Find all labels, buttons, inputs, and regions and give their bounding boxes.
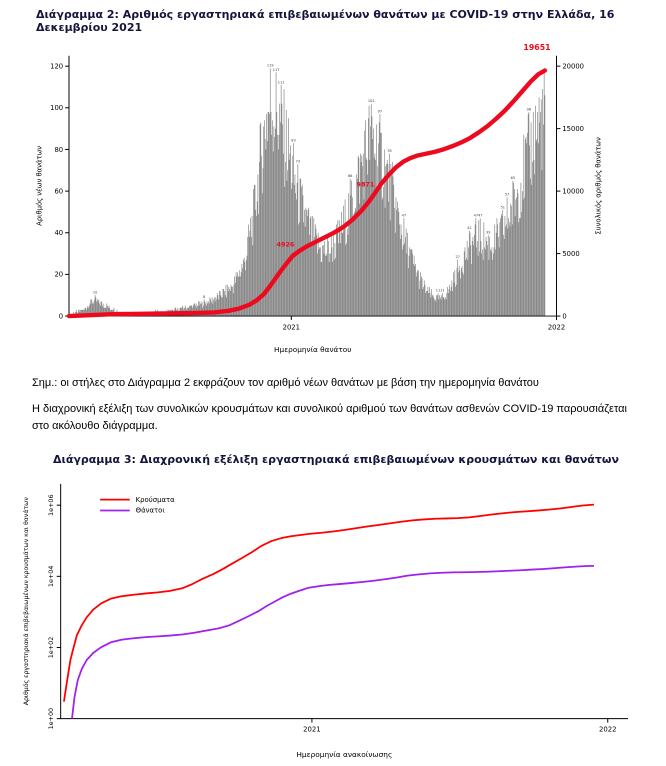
svg-text:78: 78 <box>387 149 391 153</box>
svg-text:102: 102 <box>368 99 375 103</box>
cumulative-deaths-line <box>66 68 548 319</box>
d3-tick-labels: 1e+00 1e+02 1e+04 1e+06 2021 2022 <box>47 494 617 733</box>
annotation-9871: 9871 <box>357 181 375 188</box>
d2-ylabel-right: Συνολικός αριθμός θανάτων <box>594 137 602 235</box>
svg-text:41: 41 <box>467 226 471 230</box>
svg-text:83: 83 <box>291 139 295 143</box>
svg-text:111: 111 <box>278 80 285 84</box>
d3-ylabel: Αριθμός εργαστηριακά επιβεβαιωμένων κρου… <box>22 497 30 706</box>
svg-text:2022: 2022 <box>599 726 617 734</box>
svg-text:11: 11 <box>440 289 444 293</box>
svg-text:0: 0 <box>562 312 566 320</box>
series-line-deaths <box>71 565 594 719</box>
svg-text:47: 47 <box>474 214 478 218</box>
svg-text:2021: 2021 <box>283 324 300 332</box>
paragraph-text: Η διαχρονική εξέλιξη των συνολικών κρουσ… <box>32 403 627 433</box>
svg-text:120: 120 <box>50 62 63 70</box>
svg-text:117: 117 <box>273 68 280 72</box>
svg-text:10: 10 <box>93 291 97 295</box>
diagram2-title: Διάγραμμα 2: Αριθμός εργαστηριακά επιβεβ… <box>36 8 615 34</box>
svg-text:11: 11 <box>436 289 440 293</box>
svg-text:1e+02: 1e+02 <box>47 637 55 659</box>
svg-text:8: 8 <box>203 295 205 299</box>
svg-text:60: 60 <box>54 187 63 195</box>
svg-text:1e+04: 1e+04 <box>47 566 55 588</box>
d2-ylabel-left: Αριθμός νέων θανάτων <box>36 146 44 226</box>
svg-text:51: 51 <box>501 205 505 209</box>
d3-legend: Κρούσματα Θάνατοι <box>100 496 175 515</box>
svg-text:80: 80 <box>54 146 63 154</box>
svg-text:40: 40 <box>54 229 63 237</box>
svg-text:5000: 5000 <box>562 250 579 258</box>
svg-text:97: 97 <box>378 109 382 113</box>
svg-text:66: 66 <box>348 174 352 178</box>
d3-axes <box>56 483 628 723</box>
svg-text:57: 57 <box>505 193 509 197</box>
diagram3-container: Διάγραμμα 3: Διαχρονική εξέλιξη εργαστηρ… <box>16 453 656 766</box>
svg-text:39: 39 <box>486 230 490 234</box>
daily-new-deaths-bars <box>69 68 546 317</box>
svg-text:1e+00: 1e+00 <box>47 708 55 730</box>
svg-text:47: 47 <box>478 214 482 218</box>
annotation-4926: 4926 <box>277 242 295 249</box>
svg-text:15000: 15000 <box>562 125 584 133</box>
note-text: Σημ.: οι στήλες στο Διάγραμμα 2 εκφράζου… <box>32 377 539 389</box>
diagram3-cumulative-lines-chart: 1e+00 1e+02 1e+04 1e+06 2021 2022 Κρούσματα Θάν… <box>22 483 628 759</box>
svg-text:73: 73 <box>296 160 300 164</box>
svg-text:1e+06: 1e+06 <box>47 494 55 516</box>
svg-text:10000: 10000 <box>562 187 584 195</box>
d3-xlabel: Ημερομηνία ανακοίνωσης <box>296 750 392 759</box>
d2-xlabel: Ημερομηνία θανάτου <box>274 345 351 354</box>
svg-text:47: 47 <box>402 214 406 218</box>
svg-text:100: 100 <box>50 104 63 112</box>
svg-text:2021: 2021 <box>303 726 321 734</box>
d2-tick-labels: 0 20 40 60 80 100 120 0 5000 10000 15000 20000 2021 2… <box>50 62 584 331</box>
svg-text:2022: 2022 <box>548 324 565 332</box>
annotation-19651: 19651 <box>523 43 550 52</box>
legend-label: Θάνατοι <box>136 507 166 515</box>
svg-text:65: 65 <box>511 176 515 180</box>
svg-text:20: 20 <box>54 271 63 279</box>
legend-label: Κρούσματα <box>136 496 176 504</box>
svg-text:119: 119 <box>267 64 274 68</box>
svg-text:27: 27 <box>455 255 459 259</box>
svg-text:98: 98 <box>527 107 531 111</box>
diagram3-title: Διάγραμμα 3: Διαχρονική εξέλιξη εργαστηρ… <box>53 453 619 467</box>
svg-text:0: 0 <box>59 312 63 320</box>
svg-text:20000: 20000 <box>562 62 584 70</box>
series-line-cases <box>63 503 595 702</box>
